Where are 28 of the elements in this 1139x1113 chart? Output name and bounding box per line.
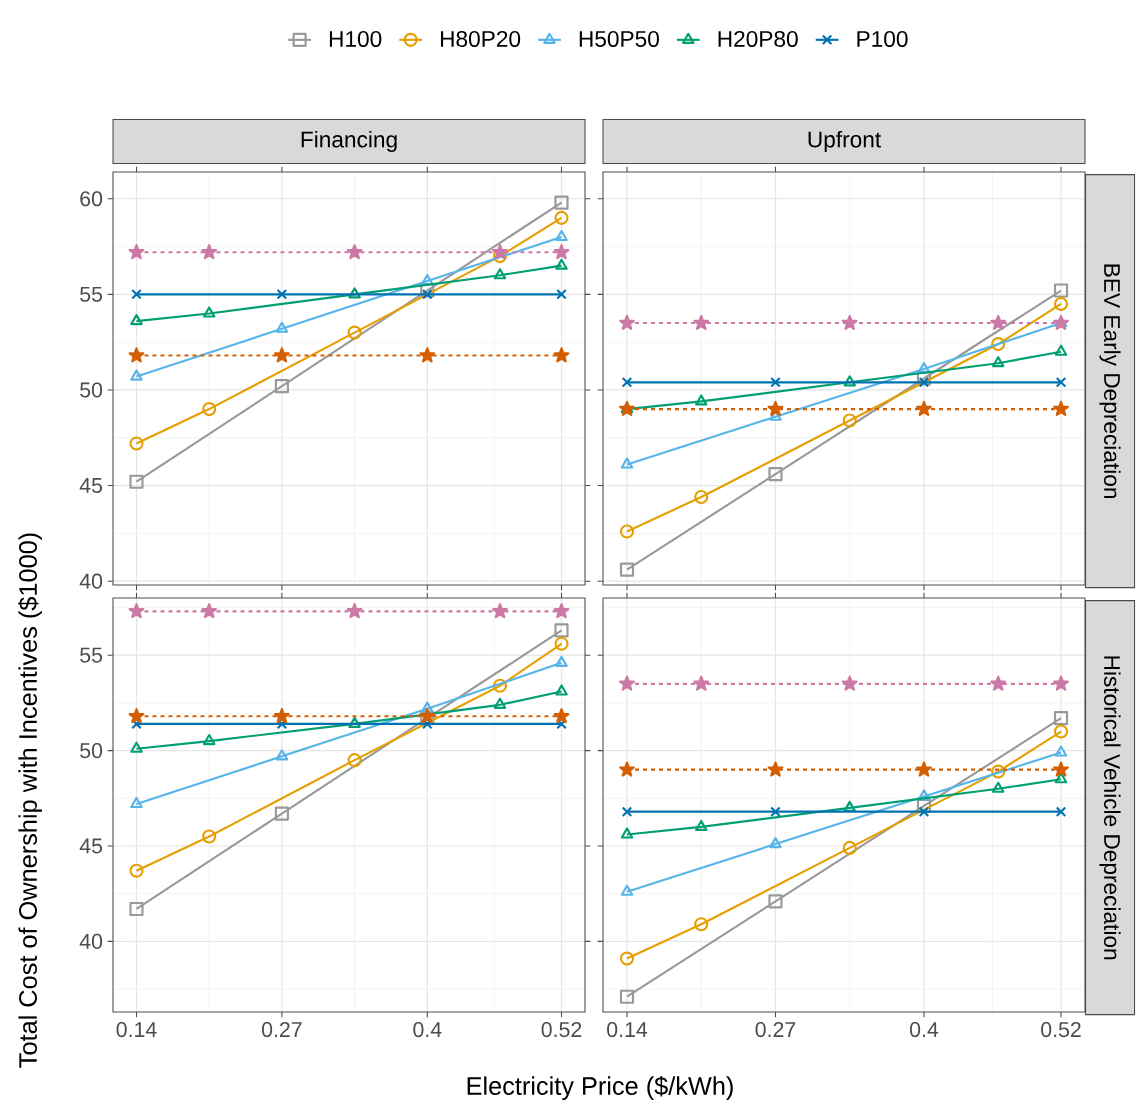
y-tick-label: 55 (80, 286, 103, 302)
y2-axis-title: BEV Early Depreciation (1099, 264, 1121, 499)
y-tick-label: 40 (79, 573, 103, 589)
x-tick-label: 0.27 (755, 1022, 796, 1038)
x-tick-label: 0.52 (541, 1022, 582, 1038)
x-tick-label: 0.52 (1041, 1022, 1081, 1038)
y-tick-label: 45 (79, 838, 103, 854)
x-tick-label: 0.27 (261, 1022, 302, 1038)
legend-label: H50P50 (579, 30, 659, 47)
chart-title: Upfront (808, 130, 881, 153)
x-tick-label: 0.4 (413, 1022, 442, 1038)
legend-label: H80P20 (440, 30, 521, 47)
y-tick-label: 50 (80, 743, 103, 759)
x-axis-title: Electricity Price ($/kWh) (467, 1076, 733, 1100)
x-tick-label: 0.14 (116, 1022, 157, 1038)
y-tick-label: 40 (79, 933, 103, 949)
y-tick-label: 55 (80, 647, 103, 663)
x-tick-label: 0.4 (909, 1022, 939, 1038)
y-tick-label: 60 (80, 191, 103, 207)
y-tick-label: 45 (79, 478, 103, 493)
y-axis-title: Total Cost of Ownership with Incentives ($1000) (18, 533, 42, 1068)
y2-axis-title: Historical Vehicle Depreciation (1099, 656, 1121, 960)
y-tick-label: 50 (80, 382, 103, 398)
legend-label: H100 (329, 30, 382, 47)
legend-label: P100 (857, 30, 908, 47)
chart-title: Financing (301, 130, 397, 153)
x-tick-label: 0.14 (607, 1022, 648, 1038)
legend-label: H20P80 (718, 30, 798, 47)
